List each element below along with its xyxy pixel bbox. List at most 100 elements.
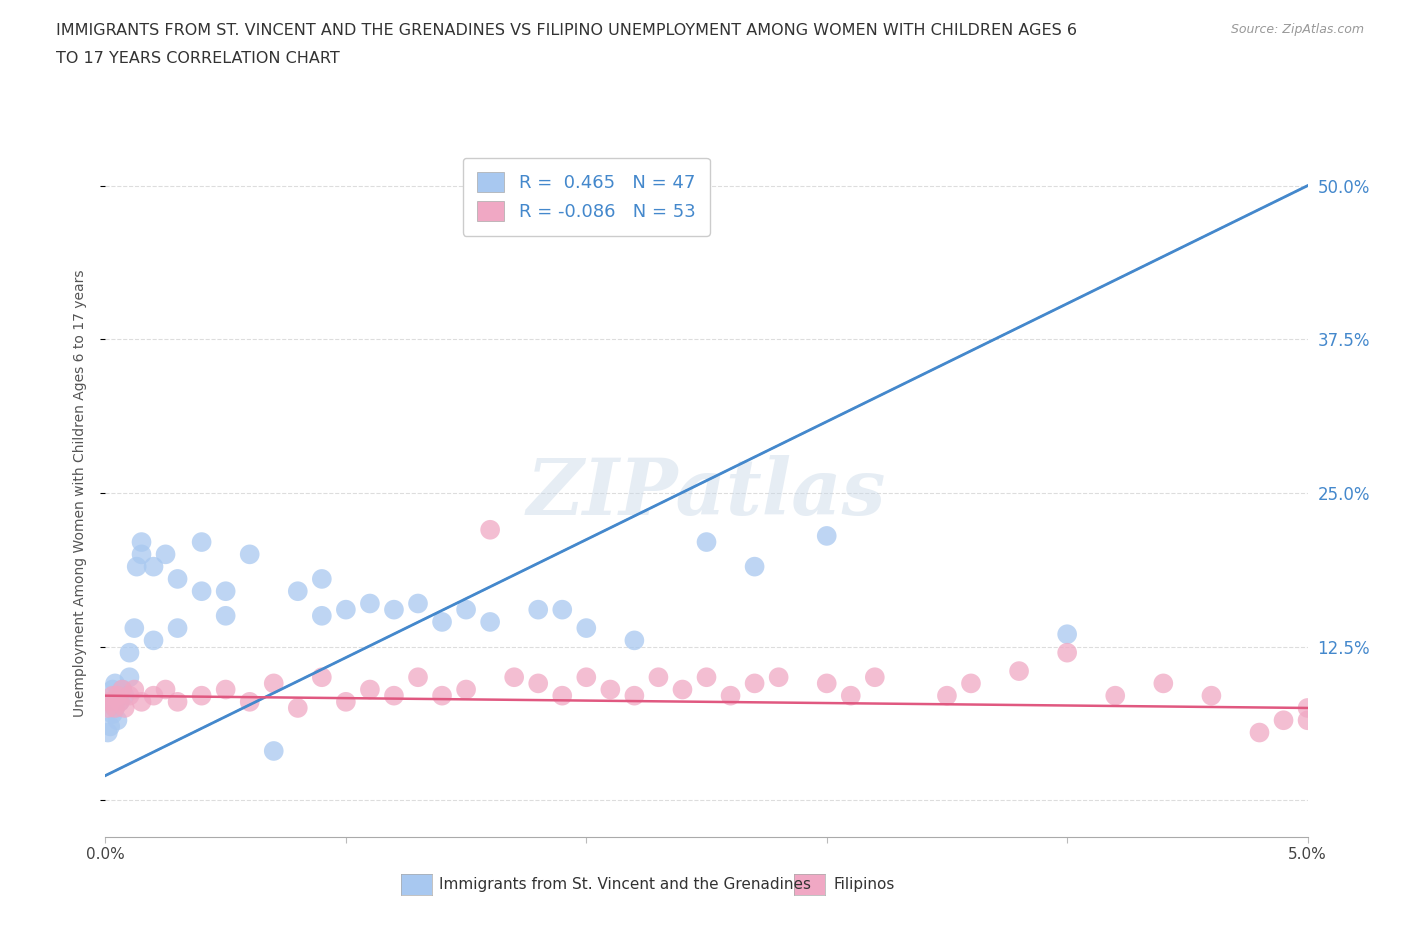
- Point: [359, 596, 381, 611]
- Point: [359, 682, 381, 697]
- Point: [142, 633, 165, 648]
- Point: [142, 559, 165, 574]
- Text: TO 17 YEARS CORRELATION CHART: TO 17 YEARS CORRELATION CHART: [56, 51, 340, 66]
- Point: [214, 608, 236, 623]
- Point: [263, 744, 285, 759]
- Text: Immigrants from St. Vincent and the Grenadines: Immigrants from St. Vincent and the Gren…: [439, 877, 811, 892]
- Point: [696, 535, 718, 550]
- Point: [101, 682, 124, 697]
- Point: [118, 688, 141, 703]
- Text: Filipinos: Filipinos: [834, 877, 896, 892]
- Point: [863, 670, 886, 684]
- Point: [1249, 725, 1271, 740]
- Point: [118, 670, 141, 684]
- Legend: R =  0.465   N = 47, R = -0.086   N = 53: R = 0.465 N = 47, R = -0.086 N = 53: [463, 158, 710, 235]
- Point: [214, 682, 236, 697]
- Text: Source: ZipAtlas.com: Source: ZipAtlas.com: [1230, 23, 1364, 36]
- Point: [479, 615, 502, 630]
- Point: [287, 584, 309, 599]
- Point: [1201, 688, 1223, 703]
- Point: [335, 603, 357, 618]
- Point: [131, 695, 153, 710]
- Point: [239, 695, 262, 710]
- Point: [623, 633, 645, 648]
- Point: [1056, 645, 1078, 660]
- Point: [104, 700, 127, 715]
- Point: [97, 700, 120, 715]
- Point: [97, 725, 120, 740]
- Point: [551, 688, 574, 703]
- Point: [131, 547, 153, 562]
- Point: [527, 603, 550, 618]
- Point: [108, 695, 131, 710]
- Point: [744, 559, 766, 574]
- Y-axis label: Unemployment Among Women with Children Ages 6 to 17 years: Unemployment Among Women with Children A…: [73, 269, 87, 717]
- Point: [575, 620, 598, 635]
- Point: [1008, 664, 1031, 679]
- Point: [839, 688, 862, 703]
- Point: [108, 695, 131, 710]
- Point: [696, 670, 718, 684]
- Point: [107, 688, 129, 703]
- Point: [1152, 676, 1174, 691]
- Point: [960, 676, 983, 691]
- Point: [104, 700, 127, 715]
- Point: [101, 688, 124, 703]
- Point: [1056, 627, 1078, 642]
- Point: [551, 603, 574, 618]
- Point: [406, 596, 429, 611]
- Point: [454, 603, 477, 618]
- Point: [125, 559, 148, 574]
- Point: [155, 547, 177, 562]
- Point: [1296, 700, 1319, 715]
- Point: [311, 670, 333, 684]
- Point: [190, 535, 212, 550]
- Text: IMMIGRANTS FROM ST. VINCENT AND THE GRENADINES VS FILIPINO UNEMPLOYMENT AMONG WO: IMMIGRANTS FROM ST. VINCENT AND THE GREN…: [56, 23, 1077, 38]
- Point: [263, 676, 285, 691]
- Point: [98, 695, 121, 710]
- Point: [503, 670, 526, 684]
- Point: [406, 670, 429, 684]
- Point: [124, 682, 146, 697]
- Point: [575, 670, 598, 684]
- Point: [114, 700, 136, 715]
- Point: [335, 695, 357, 710]
- Point: [98, 695, 121, 710]
- Point: [142, 688, 165, 703]
- Point: [382, 603, 405, 618]
- Point: [671, 682, 693, 697]
- Point: [107, 712, 129, 727]
- Point: [155, 682, 177, 697]
- Point: [166, 620, 188, 635]
- Point: [131, 535, 153, 550]
- Point: [936, 688, 959, 703]
- Point: [1104, 688, 1126, 703]
- Point: [287, 700, 309, 715]
- Point: [815, 676, 838, 691]
- Point: [124, 620, 146, 635]
- Point: [111, 682, 134, 697]
- Point: [166, 572, 188, 587]
- Point: [190, 688, 212, 703]
- Point: [166, 695, 188, 710]
- Point: [101, 707, 124, 722]
- Point: [430, 688, 453, 703]
- Point: [815, 528, 838, 543]
- Point: [311, 608, 333, 623]
- Point: [190, 584, 212, 599]
- Point: [107, 688, 129, 703]
- Point: [311, 572, 333, 587]
- Point: [527, 676, 550, 691]
- Point: [214, 584, 236, 599]
- Point: [239, 547, 262, 562]
- Point: [98, 719, 121, 734]
- Point: [382, 688, 405, 703]
- Text: ZIPatlas: ZIPatlas: [527, 455, 886, 531]
- Point: [104, 676, 127, 691]
- Point: [454, 682, 477, 697]
- Point: [430, 615, 453, 630]
- Point: [744, 676, 766, 691]
- Point: [599, 682, 621, 697]
- Point: [623, 688, 645, 703]
- Point: [768, 670, 790, 684]
